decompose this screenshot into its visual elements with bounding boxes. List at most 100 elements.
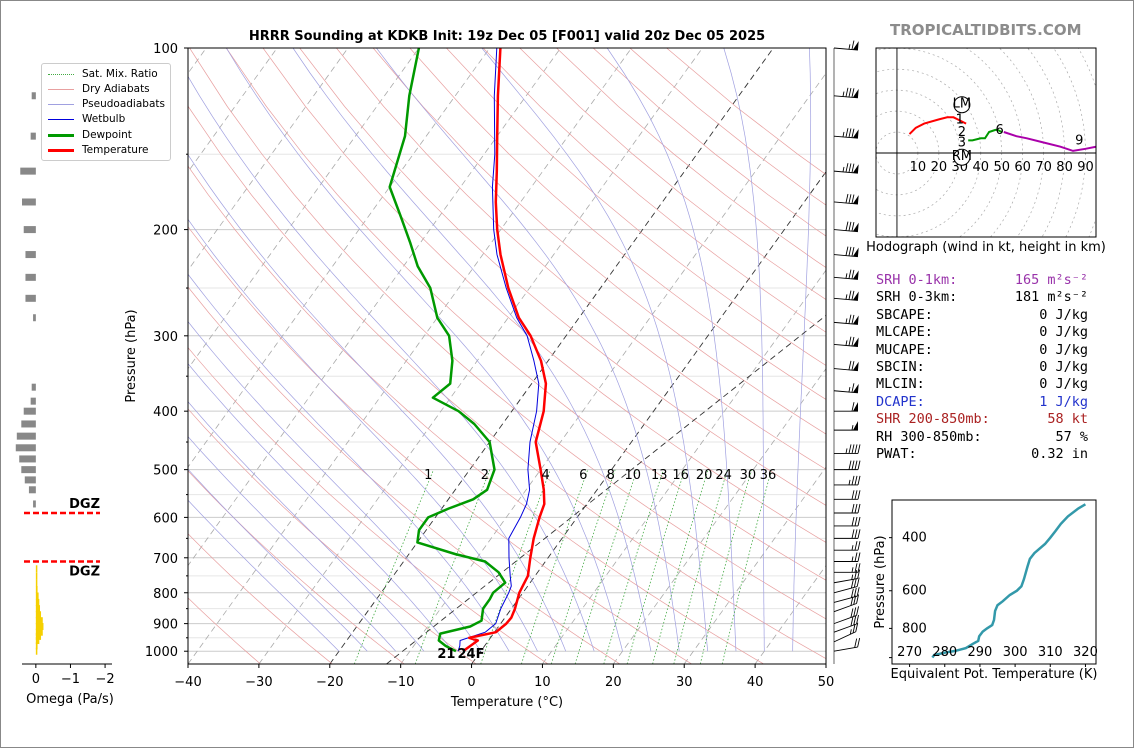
barb-full [851, 194, 855, 204]
skew-axes-frame [187, 47, 827, 665]
x-tick-label: −30 [245, 675, 272, 690]
wind-barb [834, 421, 858, 431]
barb-full [854, 552, 858, 562]
wind-barb [833, 290, 859, 301]
thetae-frame [891, 499, 1097, 665]
stat-value: 165 m²s⁻² [1014, 272, 1088, 288]
thetae-x-axis-label: Equivalent Pot. Temperature (K) [891, 667, 1098, 682]
barb-full [857, 541, 861, 551]
thetae-x-tick-label: 320 [1073, 645, 1098, 660]
thetae-x-tick-label: 280 [932, 645, 957, 660]
stat-row: SHR 200-850mb: 58 kt [876, 411, 1088, 428]
dry-adiabat-line [409, 48, 826, 400]
omega-bar [25, 294, 36, 302]
legend-item-mix-ratio: Sat. Mix. Ratio [48, 66, 158, 82]
dewpoint-line [388, 48, 507, 653]
omega-bar [30, 397, 36, 405]
mix-ratio-line [550, 469, 616, 664]
stat-label: SBCIN: [876, 358, 925, 375]
omega-bar [23, 407, 36, 415]
stat-label: PWAT: [876, 445, 917, 462]
barb-flag [852, 291, 859, 301]
wind-barb [834, 563, 861, 573]
barb-flag [853, 421, 858, 431]
barb-full [851, 475, 855, 485]
surface-dew-label: 21 [437, 647, 455, 662]
hodo-segment-0-3km [908, 116, 967, 135]
barb-flag [852, 195, 859, 205]
barb-half [845, 340, 848, 346]
dry-adiabat-line [336, 48, 826, 470]
wind-barb [833, 40, 859, 51]
barb-half [845, 318, 848, 324]
barb-full [848, 194, 852, 204]
omega-bar [35, 617, 43, 625]
storm-motion-label: LM [953, 97, 971, 112]
mix-ratio-label: 6 [579, 468, 587, 483]
moist-adiabat-line [226, 48, 623, 652]
wind-barb [833, 569, 861, 584]
moist-adiabat-line [188, 436, 396, 652]
omega-bar [24, 476, 36, 484]
barb-flag [852, 164, 859, 174]
barb-full [856, 577, 860, 587]
thetae-y-tick-label: 800 [902, 621, 927, 636]
stat-row: SRH 0-3km: 181 m²s⁻² [876, 289, 1088, 306]
hodo-tick-label: 40 [972, 160, 989, 175]
omega-bar [35, 632, 42, 640]
stat-value: 0.32 in [1031, 445, 1088, 462]
barb-full [854, 490, 858, 500]
x-tick-label: −40 [174, 675, 201, 690]
dry-adiabat-line [188, 226, 692, 664]
barb-full [857, 563, 861, 573]
stat-label: MLCIN: [876, 376, 925, 393]
mix-ratio-label: 2 [481, 468, 489, 483]
mix-ratio-line [603, 469, 664, 664]
x-tick-label: −20 [316, 675, 343, 690]
barb-full [851, 402, 855, 412]
moist-adiabat-line [188, 499, 340, 652]
stat-row: PWAT: 0.32 in [876, 446, 1088, 463]
stat-row: SBCIN: 0 J/kg [876, 359, 1088, 376]
barb-flag [852, 361, 859, 371]
moist-adiabat-line [188, 75, 595, 652]
barb-full [853, 587, 857, 598]
barb-staff [833, 390, 858, 394]
omega-bar [21, 466, 36, 474]
wind-barb [833, 314, 859, 325]
barb-full [854, 503, 858, 514]
barb-full [848, 290, 852, 300]
barb-full [851, 128, 855, 138]
barb-full [851, 269, 855, 280]
barb-full [845, 193, 849, 204]
isotherm-line [188, 48, 632, 664]
barb-full [851, 503, 855, 514]
y-tick-label: 600 [153, 511, 178, 526]
barb-full [853, 607, 857, 617]
mix-ratio-label: 13 [651, 468, 668, 483]
x-tick-label: 40 [747, 675, 764, 690]
barb-full [851, 336, 855, 347]
barb-staff [833, 595, 858, 603]
surface-temp-label: 24F [457, 647, 484, 662]
legend-label: Wetbulb [82, 113, 126, 125]
barb-full [848, 87, 852, 98]
barb-half [848, 386, 851, 393]
legend-item-dry-adiabat: Dry Adiabats [48, 81, 150, 97]
barb-full [857, 490, 861, 500]
barb-full [851, 361, 855, 371]
barb-full [851, 516, 855, 527]
site-watermark: TROPICALTIDBITS.COM [890, 21, 1082, 39]
wind-barb [833, 221, 859, 233]
stats-panel: SRH 0-1km: 165 m²s⁻² SRH 0-3km: 181 m²s⁻² SB… [876, 272, 1088, 463]
barb-half [848, 479, 851, 485]
barb-full [851, 314, 855, 325]
omega-bar [25, 251, 36, 259]
omega-bar [33, 500, 36, 508]
dry-adiabat-line [188, 533, 333, 664]
isotherm-line [188, 48, 491, 468]
moist-adiabat-line [188, 363, 453, 652]
legend-label: Dewpoint [82, 129, 132, 141]
barb-full [850, 616, 854, 627]
dry-adiabat-line [372, 48, 826, 435]
